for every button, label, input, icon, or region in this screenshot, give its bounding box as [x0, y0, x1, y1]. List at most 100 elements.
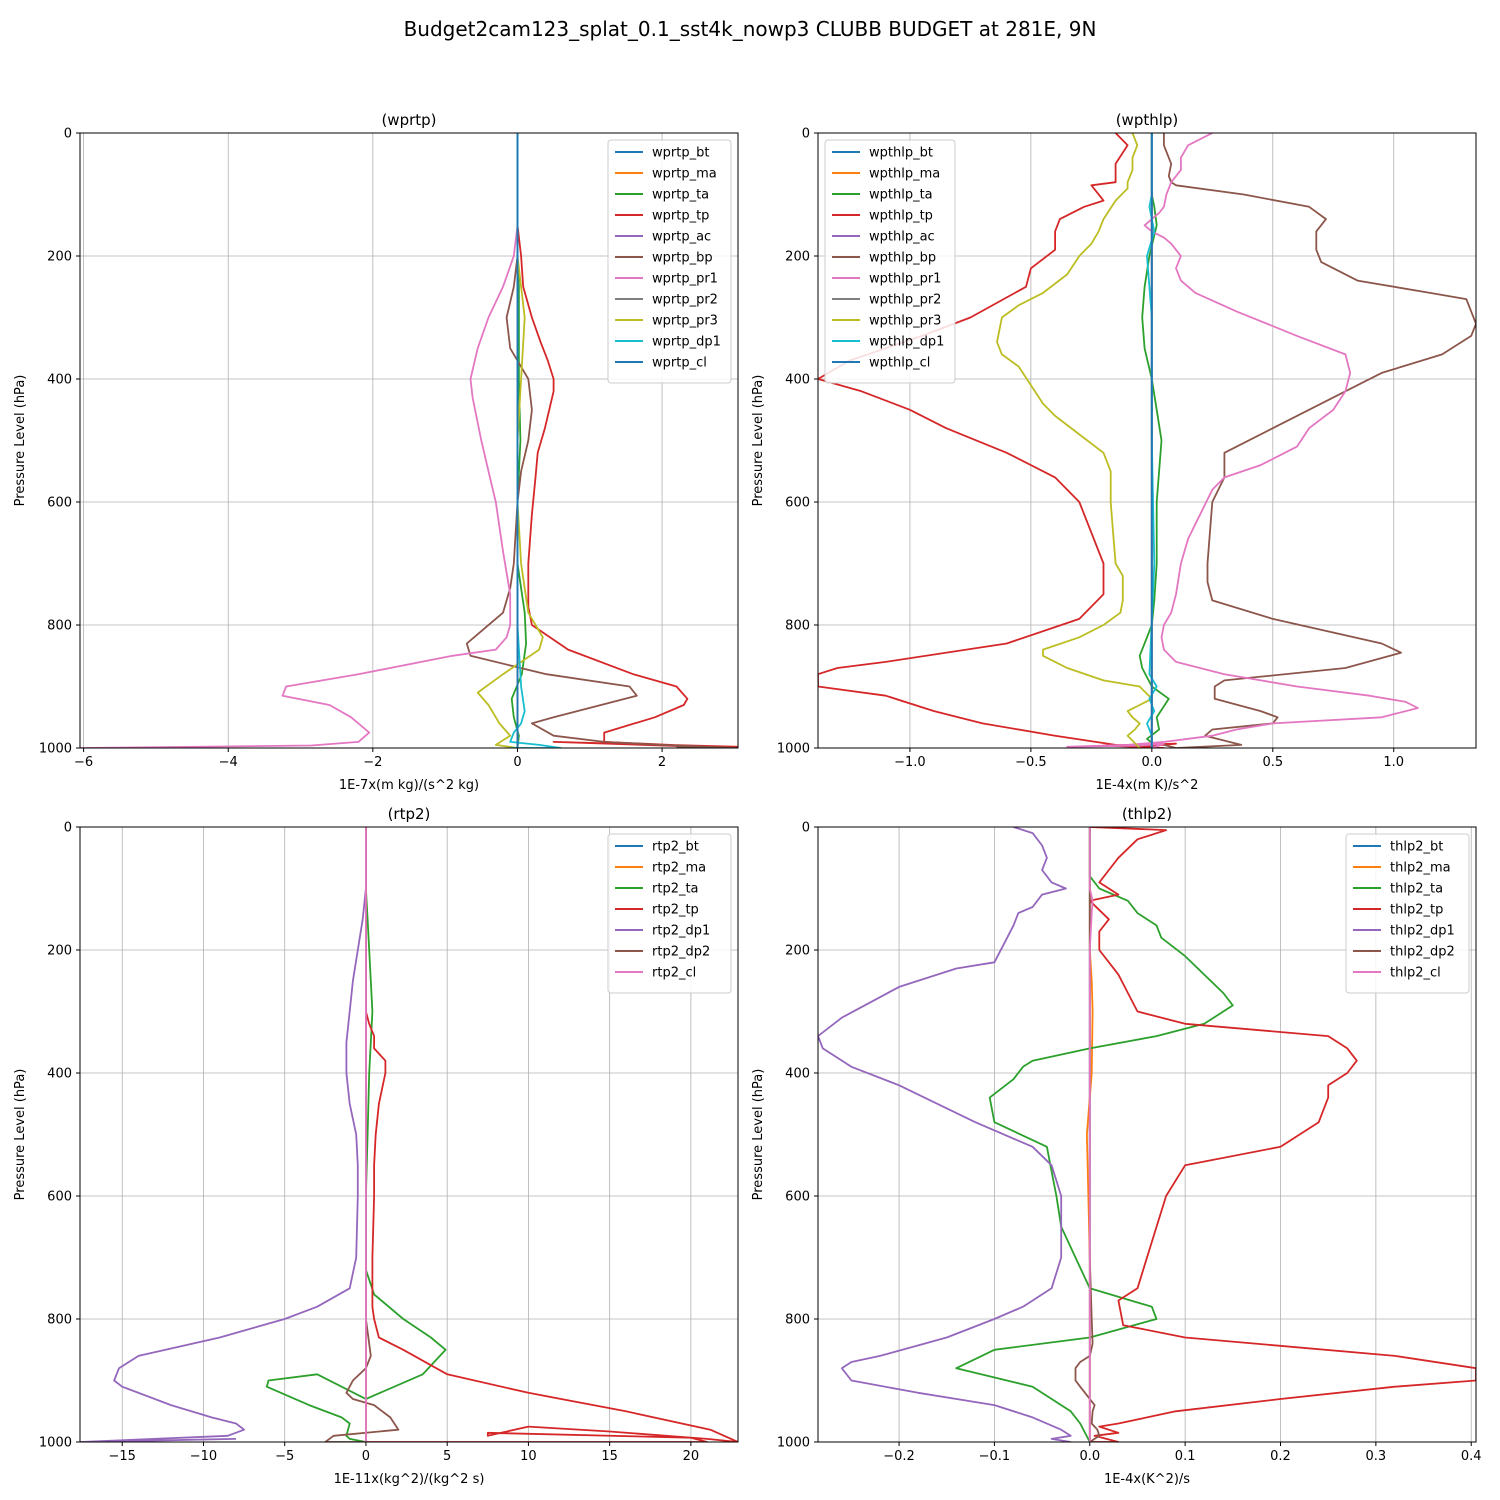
y-axis-label: Pressure Level (hPa)	[751, 1069, 766, 1201]
legend-box	[607, 833, 732, 994]
y-tick-label: 600	[47, 496, 72, 511]
y-tick-label: 400	[785, 1067, 810, 1082]
x-tick-label: 10	[520, 1449, 537, 1464]
x-tick-label: 5	[443, 1449, 451, 1464]
y-tick-label: 400	[47, 373, 72, 388]
legend-label: wprtp_ta	[652, 188, 709, 203]
legend-label: wpthlp_pr3	[869, 314, 941, 329]
legend-box	[607, 139, 732, 384]
series-line-wpthlp_pr3	[996, 133, 1153, 748]
y-tick-label: 0	[64, 127, 72, 142]
x-tick-label: −15	[109, 1449, 136, 1464]
legend-label: rtp2_ta	[652, 882, 699, 897]
x-axis-label: 1E-7x(m kg)/(s^2 kg)	[339, 778, 479, 793]
legend-label: rtp2_cl	[652, 966, 696, 981]
x-tick-label: 0.4	[1461, 1449, 1482, 1464]
y-axis-label: Pressure Level (hPa)	[13, 375, 28, 507]
series-line-thlp2_ta	[955, 827, 1234, 1442]
legend-label: wpthlp_dp1	[869, 335, 944, 350]
x-tick-label: −0.5	[1015, 755, 1047, 770]
x-tick-label: 0	[362, 1449, 370, 1464]
x-tick-label: −10	[190, 1449, 217, 1464]
x-axis-label: 1E-4x(m K)/s^2	[1096, 778, 1199, 793]
legend: wpthlp_bt wpthlp_ma wpthlp_ta wpthlp_tpwpth…	[824, 139, 956, 384]
y-tick-label: 400	[47, 1067, 72, 1082]
x-tick-label: 0.3	[1366, 1449, 1387, 1464]
y-tick-label: 0	[802, 127, 810, 142]
panel-title: (wpthlp)	[1116, 111, 1179, 129]
legend-label: wprtp_bp	[652, 251, 713, 266]
y-tick-label: 1000	[39, 742, 72, 757]
x-tick-label: 15	[601, 1449, 618, 1464]
x-tick-label: 1.0	[1383, 755, 1404, 770]
x-tick-label: 0.0	[1141, 755, 1162, 770]
axes-frame	[817, 132, 1477, 749]
y-tick-label: 800	[47, 619, 72, 634]
legend-label: wpthlp_ma	[869, 167, 940, 182]
x-tick-label: −2	[363, 755, 382, 770]
series-line-wpthlp_ta	[1138, 133, 1170, 748]
x-tick-label: −0.1	[979, 1449, 1011, 1464]
legend-label: wpthlp_bp	[869, 251, 936, 266]
legend-box	[824, 139, 956, 384]
x-tick-label: −5	[275, 1449, 294, 1464]
legend-label: wprtp_ac	[652, 230, 711, 245]
panel-title: (wprtp)	[381, 111, 436, 129]
series-line-wprtp_pr1	[80, 133, 519, 748]
y-tick-label: 1000	[777, 1436, 810, 1451]
y-tick-label: 800	[785, 619, 810, 634]
legend-label: wpthlp_ac	[869, 230, 935, 245]
series-line-rtp2_tp	[364, 827, 738, 1442]
legend-label: wpthlp_cl	[869, 356, 930, 371]
legend-label: wprtp_pr1	[652, 272, 718, 287]
y-axis-label: Pressure Level (hPa)	[751, 375, 766, 507]
legend-label: wprtp_ma	[652, 167, 717, 182]
y-tick-label: 800	[47, 1313, 72, 1328]
y-tick-label: 200	[47, 250, 72, 265]
legend-label: rtp2_tp	[652, 903, 699, 918]
series-line-wprtp_tp	[516, 133, 738, 748]
legend-label: wprtp_pr2	[652, 293, 718, 308]
y-tick-label: 600	[785, 1190, 810, 1205]
legend: thlp2_bt thlp2_ma thlp2_ta thlp2_tp thlp2_dp…	[1345, 833, 1470, 994]
y-tick-label: 200	[785, 250, 810, 265]
x-tick-label: 0	[513, 755, 521, 770]
x-tick-label: −1.0	[894, 755, 926, 770]
series-line-wprtp_pr3	[476, 133, 544, 748]
series-line-wpthlp_bp	[1163, 133, 1476, 748]
legend-label: wprtp_cl	[652, 356, 707, 371]
y-tick-label: 200	[785, 944, 810, 959]
legend: rtp2_bt rtp2_ma rtp2_ta rtp2_tp rtp2_dp1 rtp2…	[607, 833, 732, 994]
legend-label: thlp2_bt	[1390, 840, 1443, 855]
x-tick-label: 20	[683, 1449, 700, 1464]
panel-1: −1.0 −0.5 0.0 0.5 1.0 0 200 400 600 800 1000 (wpthl…	[751, 111, 1477, 793]
axes-frame	[79, 826, 739, 1443]
legend-label: thlp2_dp2	[1390, 945, 1455, 960]
x-tick-label: 0.5	[1262, 755, 1283, 770]
x-tick-label: −6	[74, 755, 93, 770]
legend-label: thlp2_cl	[1390, 966, 1441, 981]
y-tick-label: 200	[47, 944, 72, 959]
legend-label: rtp2_dp1	[652, 924, 710, 939]
axes-frame	[79, 132, 739, 749]
x-tick-label: −4	[219, 755, 238, 770]
legend-label: thlp2_dp1	[1390, 924, 1455, 939]
legend-box	[1345, 833, 1470, 994]
y-axis-label: Pressure Level (hPa)	[13, 1069, 28, 1201]
y-tick-label: 1000	[39, 1436, 72, 1451]
legend-label: thlp2_ta	[1390, 882, 1443, 897]
legend-label: thlp2_tp	[1390, 903, 1443, 918]
y-tick-label: 1000	[777, 742, 810, 757]
y-tick-label: 400	[785, 373, 810, 388]
series-line-wprtp_ta	[510, 133, 527, 748]
legend-label: thlp2_ma	[1390, 861, 1451, 876]
legend-label: wpthlp_tp	[869, 209, 933, 224]
panel-title: (rtp2)	[388, 805, 431, 823]
figure-title: Budget2cam123_splat_0.1_sst4k_nowp3 CLUB…	[404, 17, 1097, 41]
legend-label: wprtp_pr3	[652, 314, 718, 329]
axes-frame	[817, 826, 1477, 1443]
x-tick-label: 0.2	[1270, 1449, 1291, 1464]
legend-label: wprtp_tp	[652, 209, 709, 224]
panel-3: −0.2 −0.1 0.0 0.1 0.2 0.3 0.4 0 200 400 600 800 1000…	[751, 805, 1482, 1487]
